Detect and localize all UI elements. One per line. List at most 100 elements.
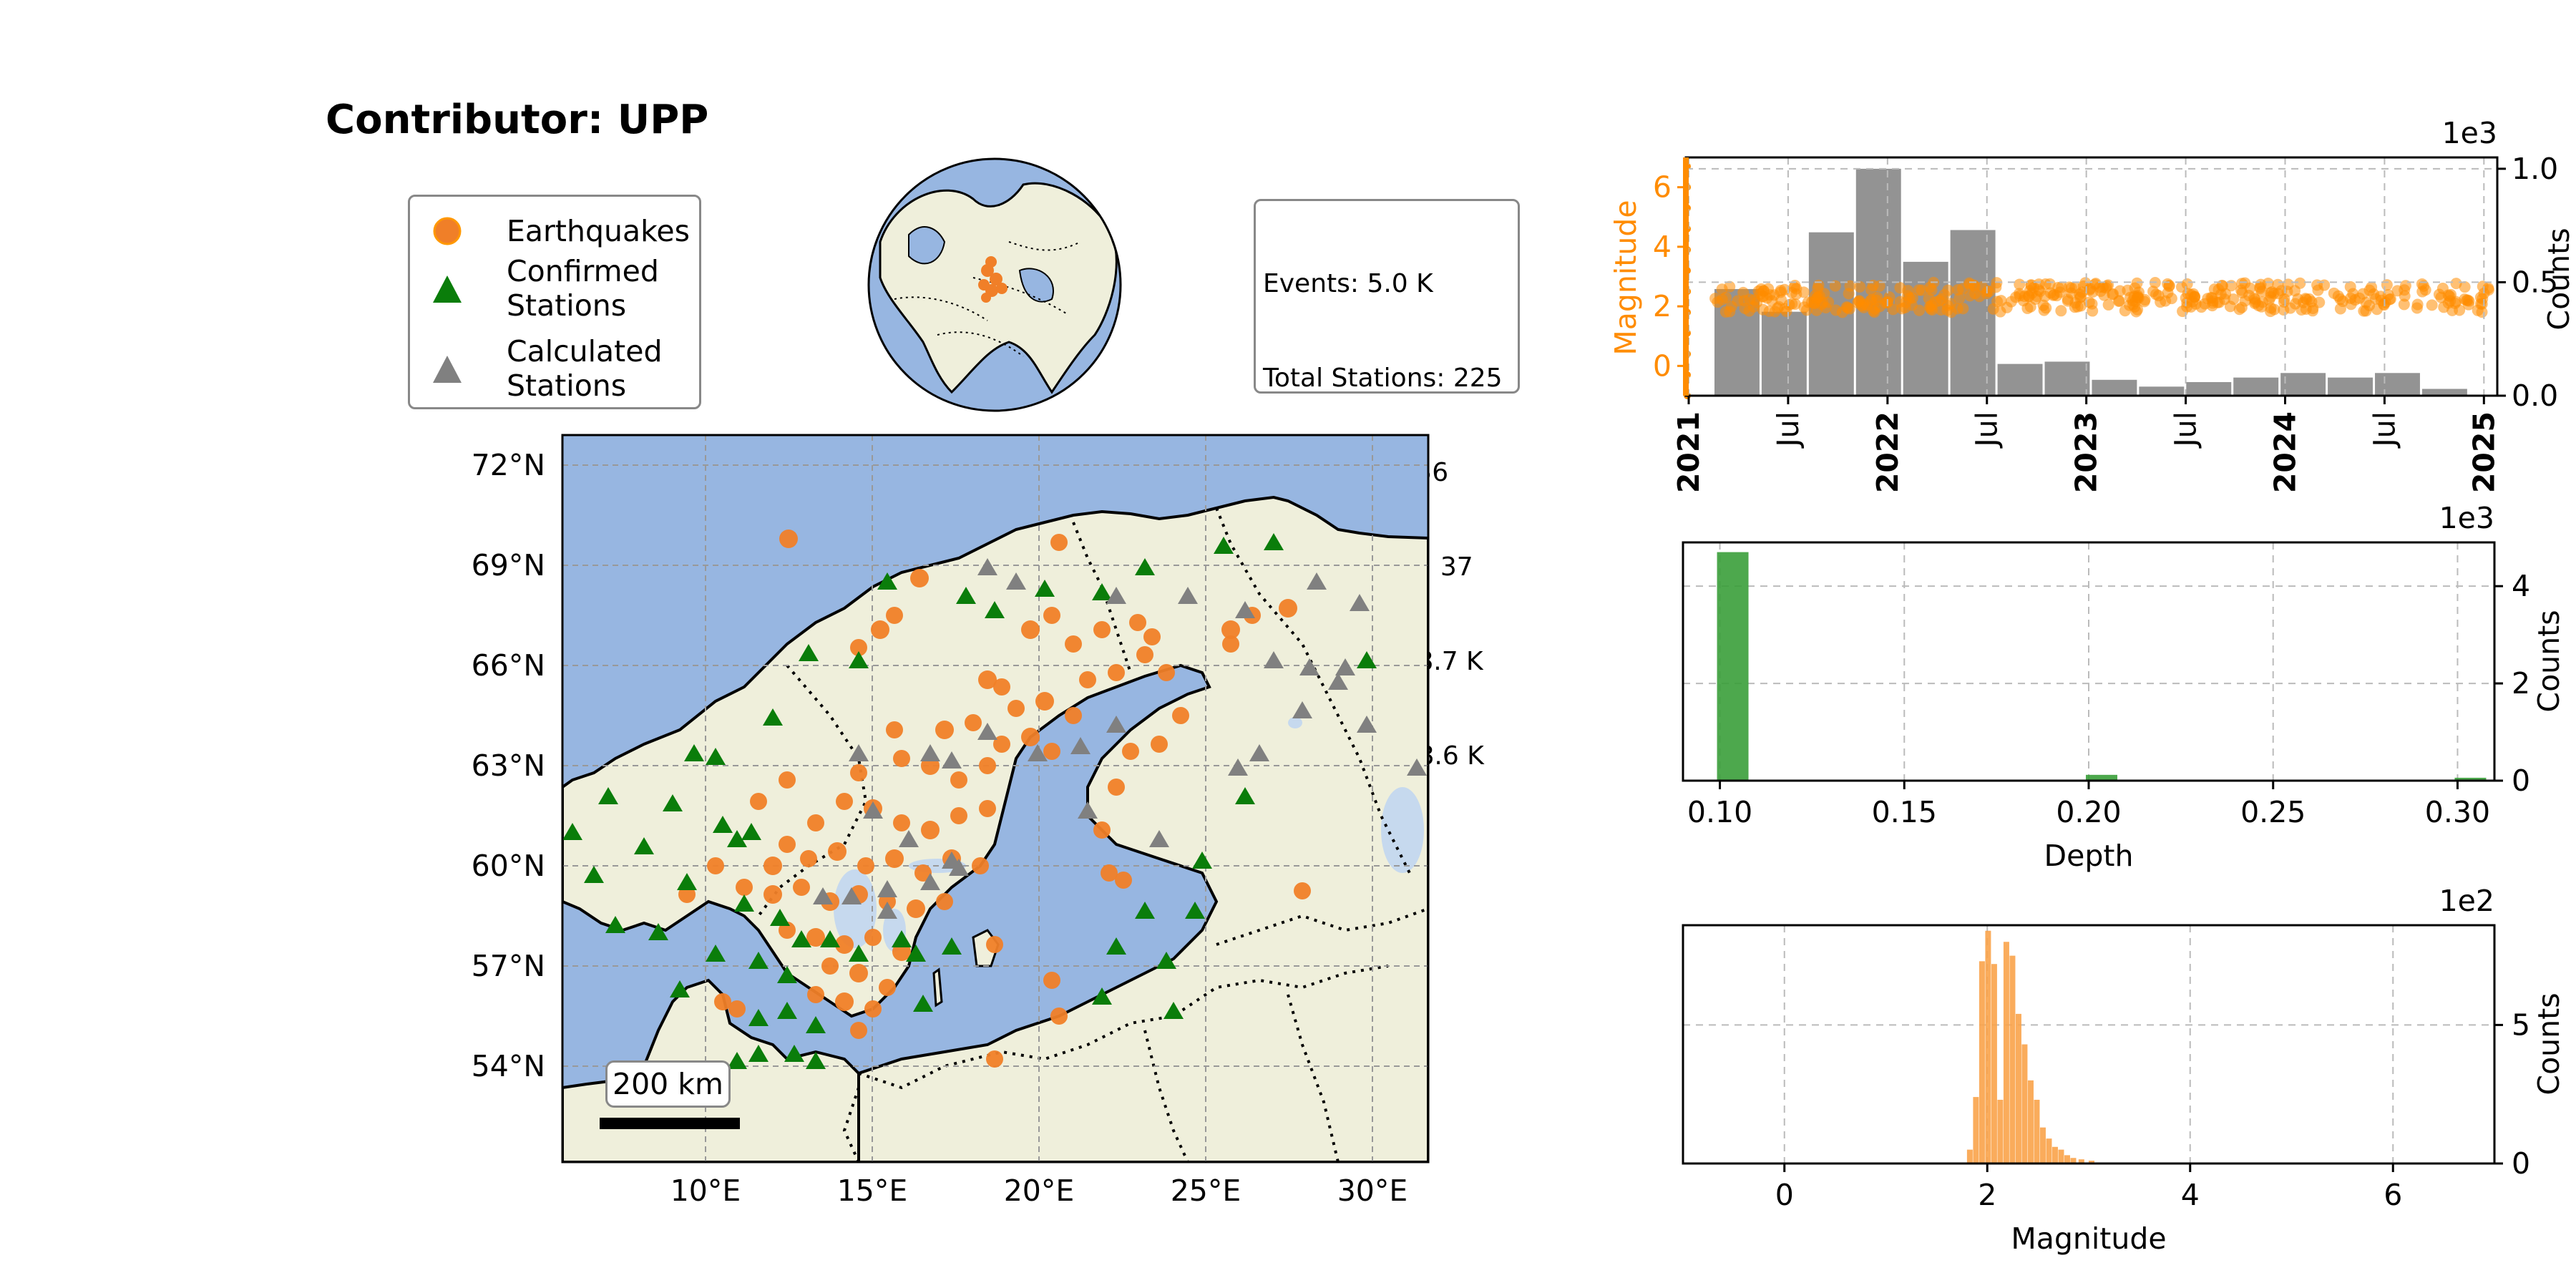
magnitude-x-tick-label: 2 bbox=[1978, 1178, 1996, 1212]
lat-tick-label: 63°N bbox=[472, 748, 545, 783]
timeline-magnitude-point bbox=[1749, 294, 1760, 306]
timeline-x-tick-label: 2024 bbox=[2268, 411, 2302, 493]
magnitude-bar bbox=[2021, 1045, 2027, 1164]
timeline-x-tick-label: Jul bbox=[1771, 411, 1805, 449]
timeline-count-bar bbox=[2328, 378, 2373, 396]
timeline-count-bar bbox=[1998, 364, 2043, 396]
magnitude-bar bbox=[2064, 1155, 2070, 1163]
timeline-count-bar bbox=[2233, 378, 2278, 396]
lat-tick-label: 54°N bbox=[472, 1049, 545, 1083]
magnitude-bar bbox=[2028, 1080, 2034, 1163]
depth-x-tick-label: 0.10 bbox=[1687, 795, 1752, 829]
lon-tick-label: 15°E bbox=[837, 1174, 908, 1208]
timeline-magnitude-point bbox=[2164, 280, 2175, 291]
depth-y-tick-label: 4 bbox=[2512, 569, 2530, 603]
magnitude-bar bbox=[2040, 1128, 2046, 1163]
timeline-magnitude-point bbox=[2132, 291, 2143, 303]
timeline-magnitude-point bbox=[2399, 298, 2410, 310]
timeline-magnitude-point bbox=[2265, 287, 2276, 298]
timeline-left-tick-label: 6 bbox=[1653, 170, 1672, 205]
timeline-magnitude-point bbox=[2333, 291, 2344, 302]
depth-x-tick-label: 0.25 bbox=[2240, 795, 2306, 829]
magnitude-bar bbox=[1985, 931, 1991, 1163]
timeline-magnitude-point bbox=[2358, 306, 2369, 317]
timeline-magnitude-point bbox=[1758, 286, 1770, 297]
timeline-x-tick-label: Jul bbox=[1970, 411, 2004, 449]
timeline-magnitude-point bbox=[1902, 285, 1913, 296]
timeline-magnitude-point bbox=[1712, 296, 1723, 308]
timeline-magnitude-point bbox=[1926, 304, 1938, 316]
magnitude-bar bbox=[2058, 1150, 2064, 1163]
lat-tick-label: 66°N bbox=[472, 648, 545, 683]
timeline-magnitude-point bbox=[2412, 298, 2424, 310]
magnitude-y-axis-label: Counts bbox=[2532, 992, 2566, 1095]
timeline-count-bar bbox=[2375, 373, 2420, 396]
timeline-magnitude-point bbox=[2055, 305, 2067, 316]
timeline-magnitude-point bbox=[2335, 303, 2346, 314]
lon-tick-label: 30°E bbox=[1337, 1174, 1408, 1208]
timeline-magnitude-point bbox=[2426, 299, 2438, 311]
lat-tick-label: 57°N bbox=[472, 949, 545, 983]
depth-x-tick-label: 0.20 bbox=[2056, 795, 2121, 829]
depth-x-tick-label: 0.15 bbox=[1872, 795, 1937, 829]
timeline-magnitude-point bbox=[2062, 296, 2074, 307]
timeline-chart: 2021 Jul 2022 Jul 2023 Jul 2024 Jul 2025 0 2 4 6 0.0 0… bbox=[1574, 107, 2576, 508]
timeline-magnitude-point bbox=[1812, 291, 1823, 303]
depth-y-tick-label: 0 bbox=[2512, 763, 2530, 798]
timeline-magnitude-point bbox=[2313, 297, 2325, 308]
lon-tick-label: 20°E bbox=[1004, 1174, 1075, 1208]
magnitude-x-tick-label: 0 bbox=[1775, 1178, 1794, 1212]
timeline-right-multiplier: 1e3 bbox=[2442, 116, 2497, 150]
scale-bar bbox=[600, 1118, 740, 1129]
timeline-magnitude-point bbox=[2477, 298, 2488, 310]
timeline-x-tick-label: 2021 bbox=[1672, 411, 1706, 493]
timeline-magnitude-point bbox=[1798, 286, 1810, 298]
timeline-magnitude-point bbox=[1880, 297, 1891, 308]
magnitude-multiplier: 1e2 bbox=[2439, 884, 2494, 918]
timeline-magnitude-point bbox=[2207, 297, 2218, 308]
magnitude-bar bbox=[2009, 956, 2015, 1163]
timeline-magnitude-point bbox=[1913, 305, 1925, 316]
magnitude-bar bbox=[1967, 1150, 1973, 1163]
timeline-magnitude-point bbox=[1938, 289, 1950, 301]
depth-histogram: 0.10 0.15 0.20 0.25 0.30024 Depth Counts 1e3 bbox=[1574, 501, 2576, 887]
magnitude-bar bbox=[2034, 1100, 2039, 1163]
magnitude-x-tick-label: 6 bbox=[2384, 1178, 2402, 1212]
magnitude-bar bbox=[1979, 961, 1985, 1163]
depth-y-axis-label: Counts bbox=[2532, 610, 2566, 712]
timeline-magnitude-point bbox=[2001, 302, 2013, 313]
timeline-left-axis-label: Magnitude bbox=[1609, 200, 1643, 355]
timeline-count-bar bbox=[2092, 380, 2137, 396]
lon-tick-label: 10°E bbox=[670, 1174, 741, 1208]
timeline-magnitude-point bbox=[2463, 296, 2474, 307]
timeline-magnitude-point bbox=[2087, 298, 2098, 310]
timeline-magnitude-point bbox=[2228, 293, 2239, 305]
timeline-magnitude-point bbox=[2235, 284, 2247, 296]
magnitude-bar bbox=[2016, 1014, 2021, 1163]
magnitude-x-axis-label: Magnitude bbox=[2011, 1221, 2166, 1256]
timeline-magnitude-point bbox=[2254, 283, 2265, 294]
timeline-magnitude-point bbox=[1866, 294, 1878, 306]
magnitude-bar bbox=[2004, 942, 2009, 1163]
timeline-x-tick-label: 2023 bbox=[2069, 411, 2104, 493]
timeline-magnitude-point bbox=[2384, 293, 2395, 305]
timeline-magnitude-point bbox=[1790, 298, 1801, 310]
timeline-x-tick-label: 2025 bbox=[2467, 411, 2501, 493]
timeline-magnitude-point bbox=[2130, 306, 2142, 317]
timeline-x-tick-label: Jul bbox=[2169, 411, 2203, 449]
timeline-magnitude-point bbox=[2044, 278, 2056, 290]
scale-bar-label: 200 km bbox=[605, 1060, 731, 1108]
timeline-magnitude-point bbox=[2265, 306, 2276, 317]
timeline-left-tick-label: 0 bbox=[1653, 348, 1672, 383]
timeline-magnitude-point bbox=[2318, 280, 2330, 291]
timeline-magnitude-point bbox=[2095, 286, 2107, 297]
magnitude-y-tick-label: 5 bbox=[2512, 1008, 2530, 1042]
timeline-magnitude-point bbox=[2075, 291, 2087, 303]
timeline-magnitude-point bbox=[1844, 303, 1855, 315]
timeline-magnitude-point bbox=[1757, 304, 1769, 316]
lat-tick-label: 60°N bbox=[472, 849, 545, 883]
timeline-left-tick-label: 4 bbox=[1653, 230, 1672, 264]
timeline-left-tick-label: 2 bbox=[1653, 289, 1672, 323]
magnitude-bar bbox=[2052, 1147, 2058, 1163]
